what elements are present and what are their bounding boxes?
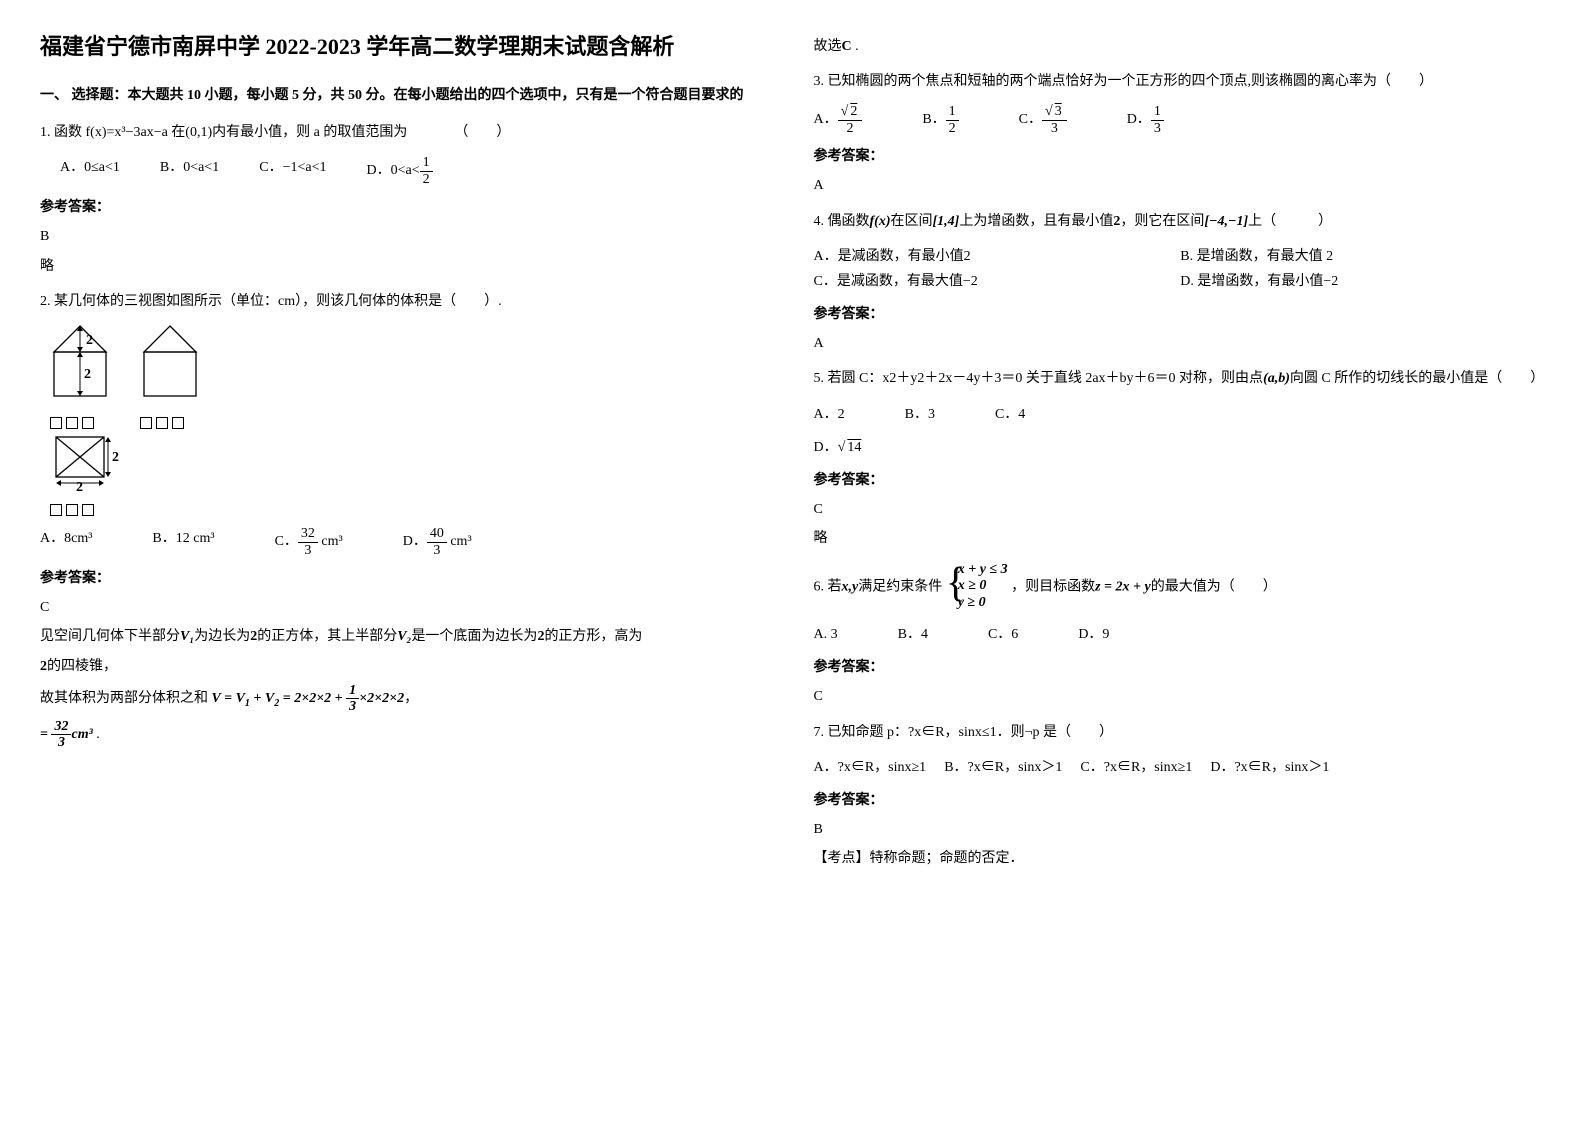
q5-text: 5. 若圆 C：x2＋y2＋2x－4y＋3＝0 关于直线 2ax＋by＋6＝0 … bbox=[814, 366, 1548, 391]
q6-options: A. 3 B．4 C．6 D．9 bbox=[814, 622, 1548, 647]
q5-optB: B．3 bbox=[905, 402, 935, 427]
q3-optC: C．√33 bbox=[1019, 104, 1067, 136]
q7-optB: B．?x∈R，sinx＞1 bbox=[944, 755, 1062, 780]
q4-options: A．是减函数，有最小值2 B. 是增函数，有最大值 2 C．是减函数，有最大值−… bbox=[814, 244, 1548, 294]
q7-options: A．?x∈R，sinx≥1 B．?x∈R，sinx＞1 C．?x∈R，sinx≥… bbox=[814, 755, 1548, 780]
q3-optA: A．√22 bbox=[814, 104, 863, 136]
q2-optA: A．8cm³ bbox=[40, 526, 92, 558]
q4-optD: D. 是增函数，有最小值−2 bbox=[1180, 269, 1547, 294]
q5-explain: 略 bbox=[814, 526, 1548, 551]
q1-stem: 1. 函数 f(x)=x³−3ax−a 在(0,1)内有最小值，则 a 的取值范… bbox=[40, 125, 407, 140]
q5-optC: C．4 bbox=[995, 402, 1025, 427]
q7-explain: 【考点】特称命题；命题的否定． bbox=[814, 846, 1548, 871]
q1-ans: B bbox=[40, 224, 774, 249]
three-views-diagram: 2 2 bbox=[50, 324, 774, 516]
q7-ans-label: 参考答案： bbox=[814, 788, 1548, 813]
q4-text: 4. 偶函数f(x)在区间[1,4]上为增函数，且有最小值2，则它在区间[−4,… bbox=[814, 209, 1548, 234]
q1-ans-label: 参考答案： bbox=[40, 195, 774, 220]
q5-options: A．2 B．3 C．4 bbox=[814, 402, 1548, 427]
q2-ans-label: 参考答案： bbox=[40, 566, 774, 591]
section-1-head: 一、 选择题：本大题共 10 小题，每小题 5 分，共 50 分。在每小题给出的… bbox=[40, 83, 774, 108]
q6-optB: B．4 bbox=[898, 622, 928, 647]
q5-ans-label: 参考答案： bbox=[814, 468, 1548, 493]
q2-result: = 323cm³ . bbox=[40, 719, 774, 751]
q6-text: 6. 若x,y满足约束条件 x + y ≤ 3 x ≥ 0 y ≥ 0 ，则目标… bbox=[814, 562, 1548, 612]
q7-ans: B bbox=[814, 817, 1548, 842]
side-view bbox=[140, 324, 200, 429]
svg-text:2: 2 bbox=[112, 450, 119, 465]
q1-optD: D．0<a<12 bbox=[367, 155, 433, 187]
q6-ans: C bbox=[814, 684, 1548, 709]
q6-optA: A. 3 bbox=[814, 622, 838, 647]
q6-optD: D．9 bbox=[1078, 622, 1109, 647]
q2-text: 2. 某几何体的三视图如图所示（单位：cm），则该几何体的体积是（ ）. bbox=[40, 289, 774, 314]
top-view: 2 2 bbox=[50, 435, 120, 516]
svg-text:2: 2 bbox=[86, 333, 93, 348]
q5-ans: C bbox=[814, 497, 1548, 522]
q3-ans: A bbox=[814, 173, 1548, 198]
q6-ans-label: 参考答案： bbox=[814, 655, 1548, 680]
q2-explain1: 见空间几何体下半部分V₁为边长为2的正方体，其上半部分V₂是一个底面为边长为2的… bbox=[40, 624, 774, 649]
q1-optB: B．0<a<1 bbox=[160, 155, 219, 187]
q1-blank: （ ） bbox=[454, 125, 510, 140]
svg-text:2: 2 bbox=[84, 367, 91, 382]
q5-optD: D．√14 bbox=[814, 435, 1548, 460]
q3-ans-label: 参考答案： bbox=[814, 144, 1548, 169]
q4-optC: C．是减函数，有最大值−2 bbox=[814, 269, 1181, 294]
q2-optB: B．12 cm³ bbox=[152, 526, 214, 558]
constraint-system: x + y ≤ 3 x ≥ 0 y ≥ 0 bbox=[946, 562, 1008, 612]
q5-optA: A．2 bbox=[814, 402, 845, 427]
q2-explain2: 2的四棱锥， bbox=[40, 654, 774, 679]
q1-explain: 略 bbox=[40, 254, 774, 279]
page-title: 福建省宁德市南屏中学 2022-2023 学年高二数学理期末试题含解析 bbox=[40, 30, 774, 63]
q1-optA: A．0≤a<1 bbox=[60, 155, 120, 187]
q2-optC: C．323 cm³ bbox=[275, 526, 343, 558]
q4-ans-label: 参考答案： bbox=[814, 302, 1548, 327]
q1-text: 1. 函数 f(x)=x³−3ax−a 在(0,1)内有最小值，则 a 的取值范… bbox=[40, 120, 774, 145]
q2-ans: C bbox=[40, 595, 774, 620]
q4-optA: A．是减函数，有最小值2 bbox=[814, 244, 1181, 269]
q4-optB: B. 是增函数，有最大值 2 bbox=[1180, 244, 1547, 269]
svg-text:2: 2 bbox=[76, 480, 83, 491]
q7-optA: A．?x∈R，sinx≥1 bbox=[814, 755, 927, 780]
q3-optD: D．13 bbox=[1127, 104, 1164, 136]
q1-optC: C．−1<a<1 bbox=[259, 155, 326, 187]
front-view: 2 2 bbox=[50, 324, 110, 429]
q7-optD: D．?x∈R，sinx＞1 bbox=[1210, 755, 1329, 780]
q2-conclude: 故选C . bbox=[814, 34, 1548, 59]
q7-text: 7. 已知命题 p：?x∈R，sinx≤1．则¬p 是（ ） bbox=[814, 720, 1548, 745]
q3-options: A．√22 B．12 C．√33 D．13 bbox=[814, 104, 1548, 136]
q6-optC: C．6 bbox=[988, 622, 1018, 647]
q4-ans: A bbox=[814, 331, 1548, 356]
q3-text: 3. 已知椭圆的两个焦点和短轴的两个端点恰好为一个正方形的四个顶点,则该椭圆的离… bbox=[814, 69, 1548, 94]
q2-explain3: 故其体积为两部分体积之和 V = V1 + V2 = 2×2×2 + 13×2×… bbox=[40, 683, 774, 715]
q2-options: A．8cm³ B．12 cm³ C．323 cm³ D．403 cm³ bbox=[40, 526, 774, 558]
q2-optD: D．403 cm³ bbox=[403, 526, 472, 558]
q7-optC: C．?x∈R，sinx≥1 bbox=[1080, 755, 1192, 780]
q3-optB: B．12 bbox=[922, 104, 958, 136]
q1-options: A．0≤a<1 B．0<a<1 C．−1<a<1 D．0<a<12 bbox=[60, 155, 774, 187]
